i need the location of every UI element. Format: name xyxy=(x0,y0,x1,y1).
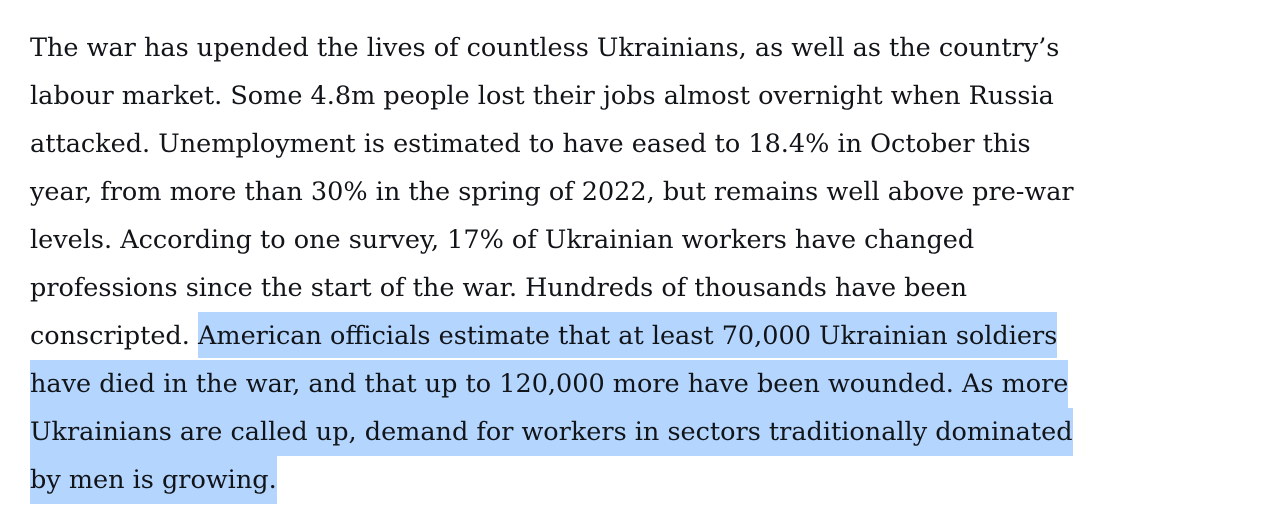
selected-text[interactable]: American officials estimate that at leas… xyxy=(197,312,1058,358)
article-paragraph[interactable]: The war has upended the lives of countle… xyxy=(30,24,1074,504)
text-line: conscripted. American officials estimate… xyxy=(30,312,1074,360)
text-line: levels. According to one survey, 17% of … xyxy=(30,225,975,255)
selected-text[interactable]: by men is growing. xyxy=(30,456,277,504)
text-line: professions since the start of the war. … xyxy=(30,273,968,303)
text-line: have died in the war, and that up to 120… xyxy=(30,360,1074,408)
text-line: year, from more than 30% in the spring o… xyxy=(30,177,1074,207)
text-line: Ukrainians are called up, demand for wor… xyxy=(30,408,1074,456)
selected-text[interactable]: have died in the war, and that up to 120… xyxy=(30,360,1069,408)
text-line: labour market. Some 4.8m people lost the… xyxy=(30,81,1054,111)
selected-text[interactable]: Ukrainians are called up, demand for wor… xyxy=(30,408,1073,456)
text-line: The war has upended the lives of countle… xyxy=(30,33,1060,63)
unselected-text: conscripted. xyxy=(30,321,198,351)
text-line: by men is growing. xyxy=(30,456,1074,504)
text-line: attacked. Unemployment is estimated to h… xyxy=(30,129,1031,159)
